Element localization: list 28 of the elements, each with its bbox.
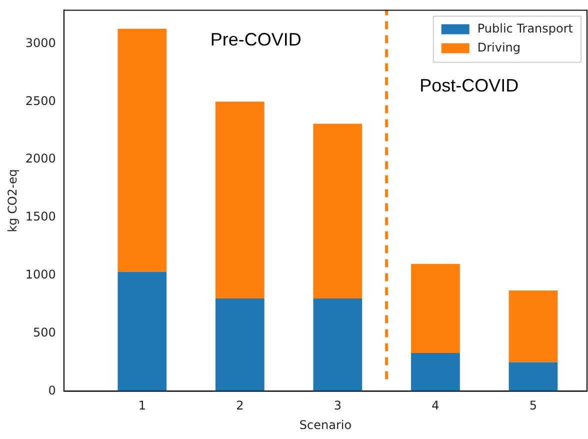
legend-label: Driving	[477, 40, 521, 54]
annotation: Pre-COVID	[210, 30, 302, 50]
x-tick-label: 1	[138, 398, 146, 413]
legend-label: Public Transport	[477, 21, 574, 36]
bar	[313, 124, 362, 299]
x-axis-title: Scenario	[299, 418, 352, 432]
bar	[411, 352, 460, 392]
x-tick-label: 2	[236, 398, 244, 413]
x-tick-label: 3	[334, 398, 342, 413]
annotation: Post-COVID	[420, 75, 519, 96]
y-tick-label: 1000	[25, 268, 56, 282]
bar	[118, 272, 167, 392]
bar	[215, 102, 264, 299]
y-tick-label: 3000	[25, 36, 56, 50]
bar	[508, 290, 558, 362]
bar	[118, 28, 167, 272]
y-tick-label: 500	[33, 325, 56, 340]
x-tick-label: 4	[432, 398, 440, 413]
y-tick-label: 1500	[25, 210, 56, 224]
bar	[411, 264, 460, 353]
bar	[508, 362, 558, 392]
y-tick-label: 2000	[25, 152, 56, 166]
y-axis-title: kg CO2-eq	[5, 169, 20, 232]
x-tick-label: 5	[529, 398, 538, 413]
bar	[215, 298, 264, 392]
bar	[313, 298, 362, 392]
y-tick-label: 0	[48, 383, 56, 398]
y-tick-label: 2500	[25, 94, 56, 108]
